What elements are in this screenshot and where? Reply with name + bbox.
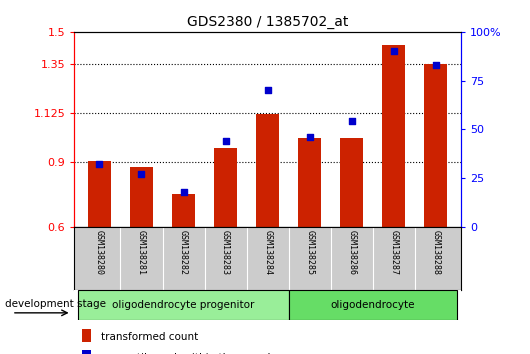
- Text: GSM138286: GSM138286: [347, 230, 356, 275]
- Point: [179, 189, 188, 194]
- Text: GSM138285: GSM138285: [305, 230, 314, 275]
- Text: oligodendrocyte progenitor: oligodendrocyte progenitor: [112, 300, 255, 310]
- Text: GSM138288: GSM138288: [431, 230, 440, 275]
- Bar: [425, 64, 447, 227]
- Text: GSM138282: GSM138282: [179, 230, 188, 275]
- Text: GSM138280: GSM138280: [95, 230, 104, 275]
- Bar: [298, 138, 321, 227]
- Text: GSM138283: GSM138283: [221, 230, 230, 275]
- Bar: [289, 290, 457, 320]
- Text: oligodendrocyte: oligodendrocyte: [331, 300, 415, 310]
- Bar: [82, 350, 91, 354]
- Text: transformed count: transformed count: [101, 332, 199, 342]
- Text: GSM138281: GSM138281: [137, 230, 146, 275]
- Bar: [82, 330, 91, 342]
- Point: [95, 161, 104, 167]
- Bar: [172, 194, 195, 227]
- Bar: [78, 290, 289, 320]
- Point: [431, 62, 440, 68]
- Title: GDS2380 / 1385702_at: GDS2380 / 1385702_at: [187, 16, 348, 29]
- Text: percentile rank within the sample: percentile rank within the sample: [101, 353, 277, 354]
- Point: [137, 171, 146, 177]
- Point: [305, 134, 314, 140]
- Bar: [214, 148, 237, 227]
- Point: [222, 138, 230, 144]
- Text: GSM138287: GSM138287: [390, 230, 399, 275]
- Bar: [382, 45, 405, 227]
- Text: development stage: development stage: [5, 299, 107, 309]
- Bar: [340, 138, 364, 227]
- Point: [390, 48, 398, 54]
- Bar: [130, 167, 153, 227]
- Point: [348, 119, 356, 124]
- Point: [263, 87, 272, 93]
- Bar: [88, 161, 111, 227]
- Text: GSM138284: GSM138284: [263, 230, 272, 275]
- Bar: [256, 114, 279, 227]
